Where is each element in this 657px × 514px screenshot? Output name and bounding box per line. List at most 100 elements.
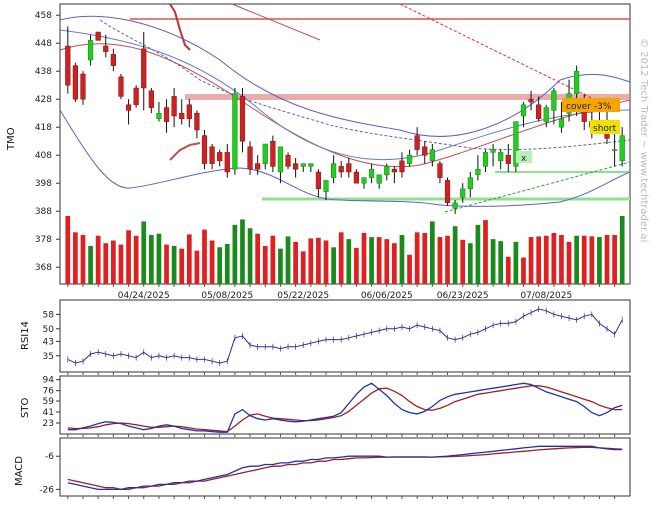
sto-tick-label: 94 xyxy=(43,376,55,386)
volume-bar xyxy=(95,235,101,284)
candle-body xyxy=(467,177,473,190)
candle-body xyxy=(551,90,557,111)
x-tick-label: 04/24/2025 xyxy=(118,291,170,301)
volume-bar xyxy=(452,226,458,284)
volume-bar xyxy=(262,245,268,284)
candle-body xyxy=(482,152,489,167)
candle-body xyxy=(110,54,116,66)
rsi-line xyxy=(67,308,623,364)
candle-body xyxy=(232,93,238,170)
candle-body xyxy=(338,166,344,173)
candle-body xyxy=(528,98,534,103)
candle-body xyxy=(399,160,405,173)
candle-body xyxy=(361,177,367,184)
candle-body xyxy=(87,40,94,61)
volume-bar xyxy=(118,244,124,284)
macd-signal-line xyxy=(67,446,623,491)
volume-bar xyxy=(498,241,504,284)
sto-tick-label: 41 xyxy=(43,408,54,418)
volume-bar xyxy=(619,216,625,284)
x-annotation: x xyxy=(516,151,532,164)
candle-body xyxy=(391,168,397,173)
price-tick-label: 458 xyxy=(35,11,52,21)
volume-bar xyxy=(270,235,276,284)
candle-body xyxy=(163,107,170,122)
candle-body xyxy=(65,45,71,86)
candle-body xyxy=(315,171,322,190)
candle-body xyxy=(118,76,124,97)
x-tick-label: 05/08/2025 xyxy=(201,291,253,301)
volume-bar xyxy=(559,235,564,284)
price-tick-label: 398 xyxy=(35,179,52,189)
volume-bar xyxy=(148,235,154,284)
volume-bar xyxy=(376,237,382,284)
volume-bar xyxy=(483,220,488,284)
candle-body xyxy=(444,180,451,204)
macd-line xyxy=(67,445,623,491)
candle-body xyxy=(239,96,246,142)
price-tick-label: 368 xyxy=(35,263,52,273)
volume-bar xyxy=(361,233,367,284)
short-annotation: short xyxy=(590,120,620,134)
volume-bar xyxy=(73,232,78,284)
volume-bar xyxy=(369,237,374,284)
volume-bar xyxy=(247,228,253,284)
rsi-tick-label: 35 xyxy=(43,352,54,362)
volume-bar xyxy=(300,251,306,284)
volume-bar xyxy=(133,235,139,284)
volume-bar xyxy=(536,236,542,284)
candle-body xyxy=(460,188,466,198)
volume-bar xyxy=(217,247,223,284)
volume-bar xyxy=(528,237,534,284)
volume-bar xyxy=(384,239,390,284)
volume-bar xyxy=(589,236,595,284)
x-tick-label: 05/22/2025 xyxy=(277,291,329,301)
volume-bar xyxy=(65,216,71,284)
candle-body xyxy=(437,163,443,178)
candle-body xyxy=(406,154,413,164)
candle-body xyxy=(201,135,208,164)
cover-annotation: cover -3% xyxy=(562,98,620,112)
x-tick-label: 06/06/2025 xyxy=(361,291,413,301)
macd-tick-label: -6 xyxy=(45,452,54,462)
volume-bar xyxy=(293,241,298,284)
macd-tick-label: -26 xyxy=(39,485,54,495)
candle-body xyxy=(300,163,306,167)
volume-bar xyxy=(126,230,131,284)
candle-body xyxy=(277,146,284,173)
volume-bar xyxy=(566,241,572,284)
volume-bar xyxy=(331,247,336,284)
ticker-label: TMO xyxy=(6,127,17,151)
volume-bar xyxy=(392,243,397,284)
volume-bar xyxy=(80,235,86,284)
candle-body xyxy=(331,163,337,178)
volume-bar xyxy=(255,233,261,284)
volume-bar xyxy=(141,221,147,284)
candle-body xyxy=(353,171,359,184)
volume-bar xyxy=(422,233,428,284)
candle-body xyxy=(194,112,200,131)
candle-body xyxy=(156,112,162,120)
candles xyxy=(65,26,625,214)
volume-bar xyxy=(202,229,207,284)
candle-body xyxy=(475,168,481,176)
cover-annotation-text: cover -3% xyxy=(566,102,612,112)
x-tick-label: 06/23/2025 xyxy=(437,291,489,301)
candle-body xyxy=(285,154,291,167)
price-tick-label: 428 xyxy=(35,95,52,105)
volume-bar xyxy=(338,232,344,284)
candle-body xyxy=(255,163,261,170)
volume-bar xyxy=(399,235,405,284)
candle-body xyxy=(209,146,215,164)
volume-bar xyxy=(460,239,466,284)
candle-body xyxy=(262,143,268,164)
volume-bar xyxy=(103,243,109,284)
candle-body xyxy=(384,166,390,176)
candle-body xyxy=(376,174,382,184)
volume-bar xyxy=(179,248,185,284)
volume-bar xyxy=(490,239,496,284)
volume-bar xyxy=(521,257,526,284)
short-annotation-text: short xyxy=(593,124,617,134)
candle-body xyxy=(186,104,192,120)
